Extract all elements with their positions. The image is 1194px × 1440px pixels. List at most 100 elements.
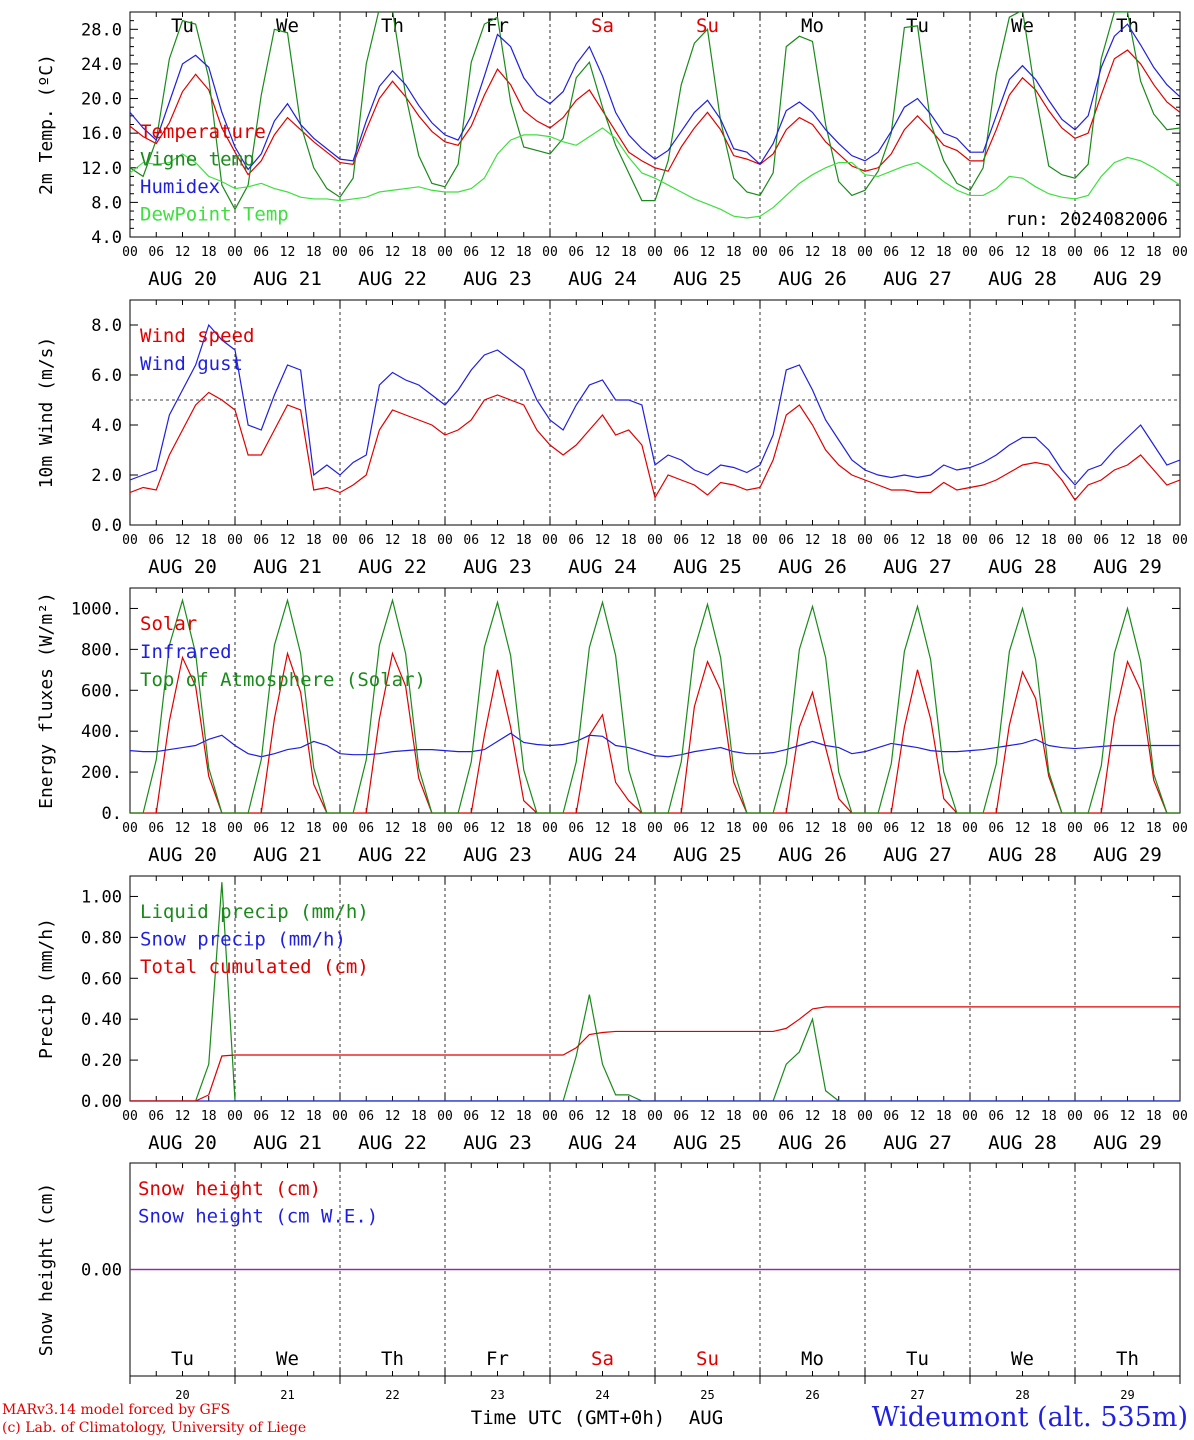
hour-tick-label: 18 — [621, 1109, 637, 1124]
legend-entry: Snow height (cm W.E.) — [138, 1206, 378, 1228]
hour-tick-label: 06 — [673, 533, 689, 548]
hour-tick-label: 06 — [778, 821, 794, 836]
day-label: AUG 28 — [988, 268, 1057, 290]
day-label: AUG 29 — [1093, 844, 1162, 866]
hour-tick-label: 18 — [516, 245, 532, 260]
hour-tick-label: 00 — [542, 533, 558, 548]
hour-tick-label: 18 — [726, 533, 742, 548]
hour-tick-label: 18 — [411, 245, 427, 260]
weekday-label: Th — [381, 15, 404, 37]
hour-tick-label: 18 — [1146, 533, 1162, 548]
hour-tick-label: 12 — [490, 533, 506, 548]
day-label: AUG 20 — [148, 844, 217, 866]
day-label: AUG 27 — [883, 1132, 952, 1154]
x-axis-label: Time UTC (GMT+0h) — [471, 1407, 665, 1429]
hour-tick-label: 06 — [568, 245, 584, 260]
y-axis-label: 2m Temp. (ºC) — [36, 54, 57, 195]
weekday-label: Sa — [591, 15, 614, 37]
hour-tick-label: 12 — [385, 1109, 401, 1124]
hour-tick-label: 12 — [805, 533, 821, 548]
hour-tick-label: 00 — [857, 1109, 873, 1124]
hour-tick-label: 18 — [726, 821, 742, 836]
hour-tick-label: 06 — [463, 533, 479, 548]
hour-tick-label: 12 — [1015, 533, 1031, 548]
legend-entry: Snow height (cm) — [138, 1178, 321, 1200]
y-axis-label: 10m Wind (m/s) — [36, 337, 57, 489]
series-line-solar — [130, 651, 1180, 813]
hour-tick-label: 00 — [857, 821, 873, 836]
hour-tick-label: 00 — [542, 245, 558, 260]
hour-tick-label: 18 — [1041, 821, 1057, 836]
y-tick-label: 0.20 — [81, 1051, 122, 1071]
hour-tick-label: 18 — [201, 1109, 217, 1124]
weekday-label: We — [1011, 1348, 1034, 1370]
day-label: AUG 26 — [778, 556, 847, 578]
y-tick-label: 0.0 — [91, 516, 122, 536]
day-label: AUG 22 — [358, 1132, 427, 1154]
legend-entry: Humidex — [140, 176, 220, 198]
y-tick-label: 20.0 — [81, 90, 122, 110]
hour-tick-label: 12 — [595, 1109, 611, 1124]
y-tick-label: 0.60 — [81, 969, 122, 989]
y-tick-label: 0.00 — [81, 1092, 122, 1112]
y-tick-label: 1000. — [71, 599, 122, 619]
day-label: AUG 27 — [883, 844, 952, 866]
hour-tick-label: 00 — [857, 245, 873, 260]
hour-tick-label: 06 — [988, 533, 1004, 548]
hour-tick-label: 06 — [673, 245, 689, 260]
hour-tick-label: 12 — [385, 533, 401, 548]
y-tick-label: 4.0 — [91, 416, 122, 436]
hour-tick-label: 00 — [752, 533, 768, 548]
day-label: AUG 25 — [673, 268, 742, 290]
hour-tick-label: 00 — [332, 245, 348, 260]
y-tick-label: 6.0 — [91, 366, 122, 386]
hour-tick-label: 12 — [1120, 1109, 1136, 1124]
day-label: AUG 26 — [778, 844, 847, 866]
legend-entry: Wind gust — [140, 353, 243, 375]
series-line-vigne-temp — [130, 12, 1180, 211]
hour-tick-label: 06 — [778, 533, 794, 548]
series-line-temperature — [130, 49, 1180, 176]
hour-tick-label: 06 — [1093, 245, 1109, 260]
hour-tick-label: 06 — [778, 245, 794, 260]
hour-tick-label: 18 — [411, 821, 427, 836]
hour-tick-label: 00 — [962, 533, 978, 548]
y-tick-label: 4.0 — [91, 228, 122, 248]
hour-tick-label: 06 — [883, 245, 899, 260]
hour-tick-label: 06 — [673, 821, 689, 836]
panel-4: 00 06 12 18 00 06 12 18 00 06 12 18 00 06 12 18 00 06 12 18… — [36, 875, 1188, 1154]
hour-tick-label: 12 — [1120, 821, 1136, 836]
hour-tick-label: 12 — [805, 245, 821, 260]
weekday-label: Su — [696, 15, 719, 37]
hour-tick-label: 00 — [1172, 821, 1188, 836]
day-number-label: 29 — [1120, 1388, 1134, 1402]
hour-tick-label: 18 — [411, 533, 427, 548]
day-label: AUG 22 — [358, 268, 427, 290]
day-label: AUG 23 — [463, 556, 532, 578]
day-number-label: 21 — [280, 1388, 294, 1402]
y-axis-label: Precip (mm/h) — [36, 918, 57, 1059]
hour-tick-label: 12 — [1120, 245, 1136, 260]
y-tick-label: 2.0 — [91, 466, 122, 486]
hour-tick-label: 18 — [936, 533, 952, 548]
hour-tick-label: 12 — [700, 533, 716, 548]
hour-tick-label: 00 — [647, 821, 663, 836]
hour-tick-label: 18 — [831, 1109, 847, 1124]
legend-entry: Total cumulated (cm) — [140, 956, 369, 978]
hour-tick-label: 18 — [1146, 821, 1162, 836]
series-line-humidex — [130, 23, 1180, 171]
hour-tick-label: 18 — [831, 533, 847, 548]
day-label: AUG 27 — [883, 556, 952, 578]
hour-tick-label: 06 — [148, 821, 164, 836]
day-label: AUG 25 — [673, 844, 742, 866]
hour-tick-label: 06 — [463, 1109, 479, 1124]
day-number-label: 28 — [1015, 1388, 1029, 1402]
y-tick-label: 0. — [102, 804, 122, 824]
y-tick-label: 1.00 — [81, 887, 122, 907]
hour-tick-label: 12 — [1015, 245, 1031, 260]
legend-entry: Solar — [140, 613, 197, 635]
hour-tick-label: 06 — [253, 821, 269, 836]
hour-tick-label: 00 — [857, 533, 873, 548]
day-label: AUG 22 — [358, 844, 427, 866]
hour-tick-label: 00 — [122, 245, 138, 260]
